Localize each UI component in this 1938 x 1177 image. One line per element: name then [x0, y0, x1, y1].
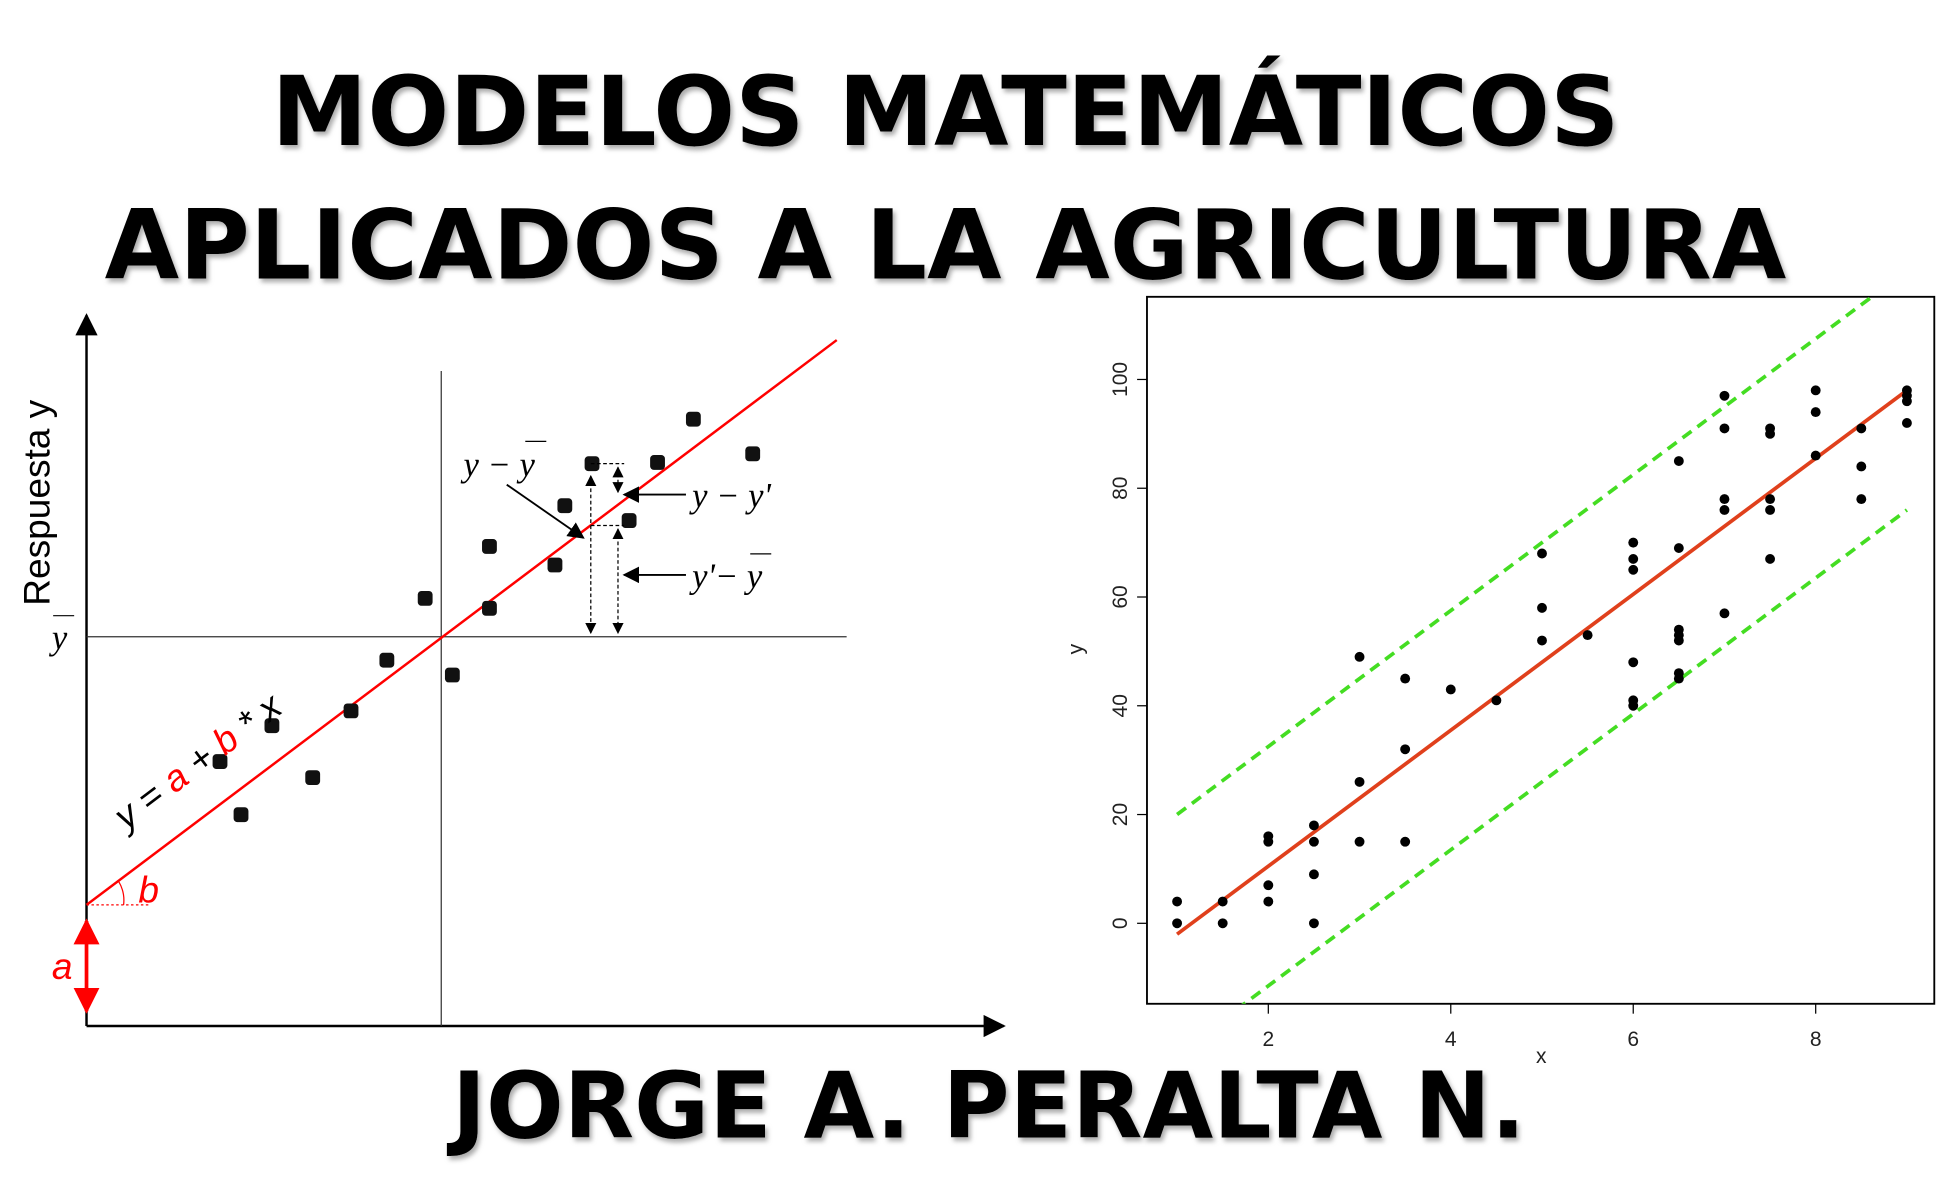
slope-arc	[118, 881, 125, 905]
annotation: y'− y	[689, 557, 763, 595]
y-tick-label: 0	[1109, 917, 1132, 929]
point	[1765, 553, 1776, 564]
point	[1172, 918, 1183, 929]
y-tick-label: 60	[1109, 585, 1132, 608]
x-tick-label: 4	[1445, 1028, 1457, 1051]
eq-part: y =	[103, 773, 171, 839]
point	[1263, 836, 1274, 847]
point	[1673, 543, 1684, 554]
point	[1628, 700, 1639, 711]
author: JORGE A. PERALTA N.	[446, 1052, 1526, 1159]
mean-label: y	[49, 619, 68, 657]
point	[1400, 836, 1411, 847]
y-tick-label: 100	[1109, 362, 1132, 397]
x-axis-label: x	[1536, 1045, 1547, 1068]
point	[1719, 608, 1730, 619]
point	[1491, 695, 1502, 706]
title-line: APLICADOS A LA AGRICULTURA	[105, 189, 1787, 301]
point	[1308, 836, 1319, 847]
point	[1628, 553, 1639, 564]
point	[1354, 836, 1365, 847]
points	[212, 411, 761, 823]
point	[1628, 564, 1639, 575]
point	[1217, 896, 1228, 907]
point	[1263, 896, 1274, 907]
point	[1628, 537, 1639, 548]
point	[1217, 918, 1228, 929]
point	[1810, 385, 1821, 396]
point	[1810, 450, 1821, 461]
y-tick-label: 40	[1109, 694, 1132, 717]
y-tick-label: 80	[1109, 477, 1132, 500]
point	[1765, 428, 1776, 439]
slope-label: b	[138, 868, 159, 910]
point	[1628, 657, 1639, 668]
point	[1445, 684, 1456, 695]
line	[1241, 508, 1909, 1004]
point	[1537, 602, 1547, 613]
x-tick-label: 8	[1810, 1028, 1822, 1051]
point	[1810, 407, 1821, 418]
equation: y = a + b * x	[103, 684, 290, 839]
plot-frame	[1146, 295, 1936, 1005]
fit-line	[85, 339, 838, 906]
point	[1765, 505, 1776, 515]
point	[1901, 418, 1912, 428]
line	[1175, 296, 1875, 817]
point	[1582, 630, 1593, 641]
x-tick-label: 2	[1262, 1028, 1274, 1051]
point	[1537, 635, 1547, 646]
line	[1175, 388, 1909, 936]
point	[1673, 635, 1684, 646]
point	[1400, 744, 1411, 755]
point	[1308, 820, 1319, 831]
regression-diagram: y − y y − y' y'− y y Respuesta y y = a +…	[15, 313, 1006, 1038]
point	[1172, 896, 1183, 907]
point	[1308, 869, 1319, 880]
point	[1537, 548, 1547, 559]
point	[1719, 494, 1730, 505]
point	[1400, 673, 1411, 684]
point	[1354, 776, 1365, 787]
title-line: MODELOS MATEMÁTICOS	[272, 55, 1620, 168]
intercept-label: a	[52, 945, 73, 987]
point	[1856, 423, 1867, 434]
point	[1765, 494, 1776, 505]
annotation: y − y'	[689, 477, 771, 515]
annotation: y − y	[460, 446, 535, 484]
y-axis-label: y	[1065, 643, 1088, 654]
point	[1856, 494, 1867, 505]
point	[1719, 423, 1730, 434]
point	[1856, 461, 1867, 472]
point	[1354, 651, 1365, 662]
point	[1719, 390, 1730, 401]
axis-label: Respuesta y	[15, 399, 57, 605]
point	[1673, 456, 1684, 466]
x-tick-label: 6	[1627, 1028, 1639, 1051]
point	[1673, 673, 1684, 684]
point	[1901, 396, 1912, 407]
y-tick-label: 20	[1109, 803, 1132, 826]
point	[1263, 880, 1274, 891]
plot-area	[1172, 296, 1912, 1004]
point	[1719, 505, 1730, 515]
point	[1308, 918, 1319, 929]
